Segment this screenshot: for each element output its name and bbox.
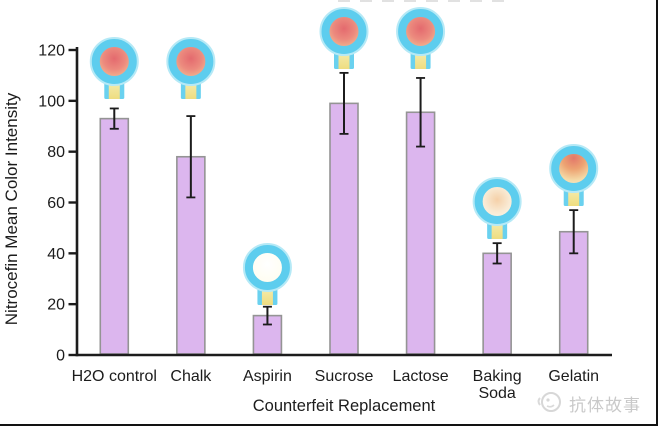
category-label: Baking Soda — [473, 368, 522, 402]
category-label: Gelatin — [548, 368, 599, 385]
thermal-bulb-icon — [319, 7, 369, 69]
y-tick-label: 80 — [47, 144, 65, 161]
chart-generated-layer: 0 20 40 60 80 100 120 H2O control Chalk Aspirin Su… — [38, 7, 612, 402]
y-tick-label: 60 — [47, 195, 65, 212]
thermal-bulb-icon — [549, 144, 599, 206]
bulb-stem-core — [261, 282, 273, 305]
thermal-bulb-icon — [89, 37, 139, 99]
bulb-stem-core — [185, 76, 197, 99]
y-tick-label: 0 — [56, 348, 65, 365]
bulb-body — [91, 39, 137, 84]
crop-artifact — [338, 0, 508, 2]
bulb-glow — [319, 7, 369, 56]
bar — [482, 252, 512, 355]
y-tick-label: 40 — [47, 246, 65, 263]
category-label: H2O control — [72, 368, 157, 385]
watermark-text: 抗体故事 — [569, 395, 641, 415]
bulb-body — [474, 179, 520, 224]
thermal-bulb-icon — [242, 243, 292, 305]
bulb-stem-core — [568, 183, 580, 206]
category-label: Sucrose — [315, 368, 374, 385]
bulb-stem-core — [415, 46, 427, 69]
bar — [99, 117, 130, 355]
y-tick-label: 100 — [38, 93, 65, 110]
thermal-bulb-icon — [472, 177, 522, 239]
bulb-glow — [396, 7, 446, 56]
bulb-body — [551, 146, 597, 191]
bulb-glow — [166, 37, 216, 86]
thermal-bulb-icon — [166, 37, 216, 99]
bulb-glow — [89, 37, 139, 86]
y-tick-label: 120 — [38, 43, 65, 60]
watermark: 抗体故事 — [534, 390, 641, 416]
thermal-bulb-icon — [396, 7, 446, 69]
y-tick-label: 20 — [47, 297, 65, 314]
bulb-body — [398, 9, 444, 54]
bulb-body — [321, 9, 367, 54]
category-label: Lactose — [393, 368, 449, 385]
bulb-glow — [242, 243, 292, 292]
category-label: Aspirin — [243, 368, 292, 385]
bulb-glow — [549, 144, 599, 193]
bulb-glow — [472, 177, 522, 226]
bulb-stem-core — [108, 76, 120, 99]
category-label: Chalk — [170, 368, 212, 385]
bulb-body — [168, 39, 214, 84]
bar — [329, 102, 359, 355]
bar — [405, 111, 436, 355]
bulb-stem-core — [338, 46, 350, 69]
bulb-stem-core — [491, 216, 503, 239]
y-axis-title: Nitrocefin Mean Color Intensity — [2, 92, 21, 325]
watermark-logo-icon — [537, 392, 561, 412]
bulb-body — [244, 245, 290, 290]
x-axis-title: Counterfeit Replacement — [253, 397, 436, 415]
